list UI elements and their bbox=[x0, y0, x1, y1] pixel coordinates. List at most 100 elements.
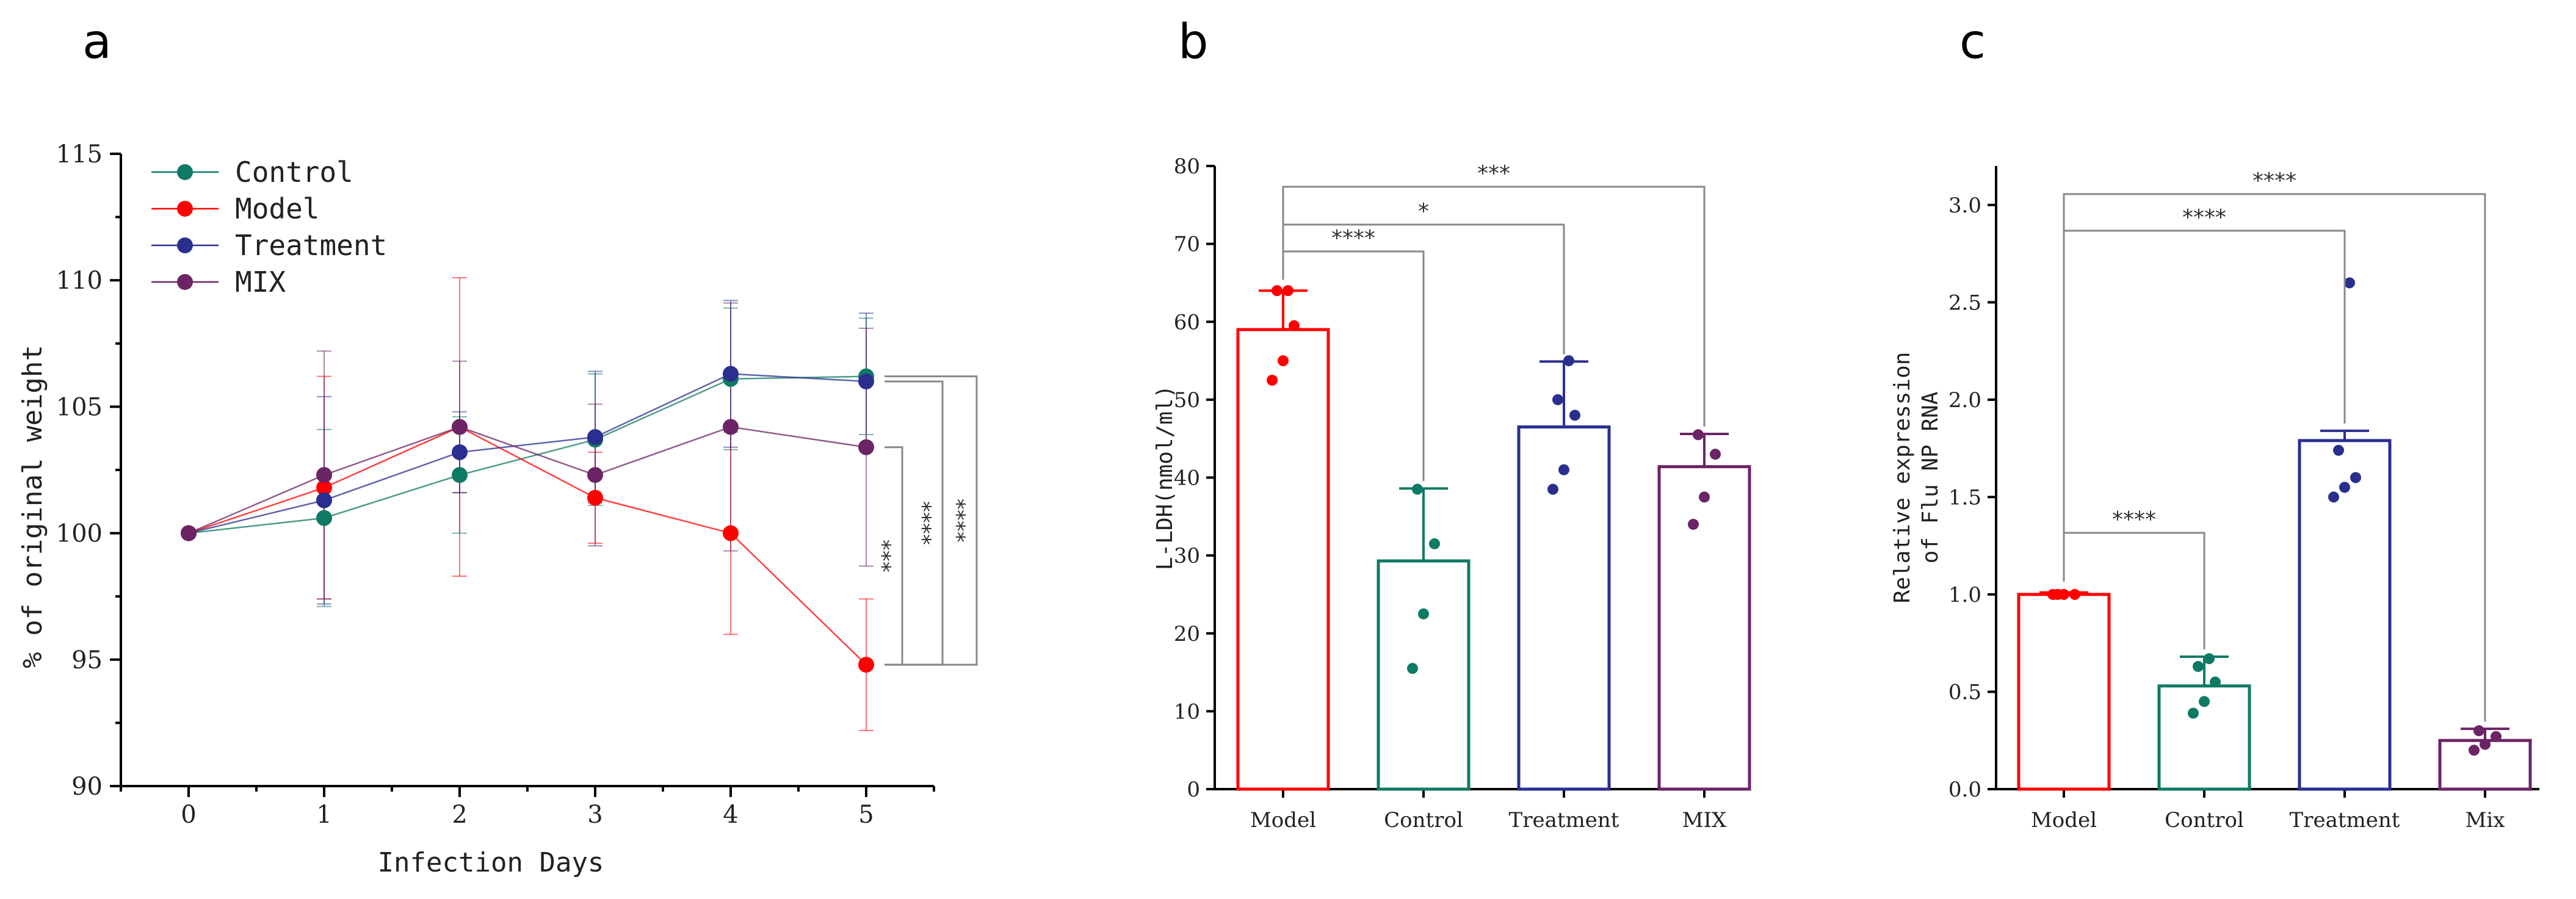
y-tick-label: 2.5 bbox=[1948, 291, 1981, 315]
y-tick-label: 40 bbox=[1174, 466, 1200, 491]
x-tick-label: 0 bbox=[181, 801, 196, 829]
data-point-model bbox=[1289, 320, 1300, 331]
x-tick-label: 4 bbox=[723, 801, 738, 829]
series-line bbox=[188, 426, 867, 534]
y-axis-title-line: Relative expression bbox=[1890, 352, 1915, 604]
significance-bracket bbox=[885, 375, 978, 666]
data-point-control bbox=[2210, 676, 2221, 688]
data-point-treatment bbox=[316, 492, 332, 508]
data-point-treatment bbox=[723, 366, 739, 382]
y-tick-label: 100 bbox=[56, 520, 103, 548]
y-tick-label: 10 bbox=[1174, 699, 1200, 724]
y-tick-label: 95 bbox=[71, 646, 103, 674]
data-point-model bbox=[1278, 355, 1289, 367]
data-point-treatment bbox=[1552, 394, 1563, 405]
data-point-mix bbox=[1710, 449, 1721, 460]
data-point-model bbox=[858, 657, 874, 673]
data-point-control bbox=[2193, 660, 2204, 672]
data-point-mix bbox=[2473, 725, 2484, 737]
y-tick-label: 2.0 bbox=[1948, 388, 1981, 413]
bar-mix bbox=[1657, 465, 1751, 791]
significance-label: * bbox=[1418, 199, 1429, 224]
y-axis-title: L-LDH(nmol/ml) bbox=[1152, 385, 1178, 570]
significance-label: **** bbox=[2182, 205, 2226, 230]
y-tick-label: 20 bbox=[1174, 622, 1200, 646]
legend-label-model: Model bbox=[235, 192, 319, 225]
data-point-mix bbox=[2480, 738, 2491, 750]
data-point-mix bbox=[2491, 731, 2502, 742]
y-tick-label: 1.0 bbox=[1948, 583, 1981, 607]
legend-marker-control bbox=[177, 164, 193, 180]
significance-bracket bbox=[1282, 186, 1706, 427]
y-axis-title-line: of Flu NP RNA bbox=[1918, 391, 1943, 563]
x-axis-title: Infection Days bbox=[378, 847, 604, 878]
data-point-model bbox=[1283, 285, 1293, 297]
data-point-mix bbox=[723, 419, 739, 435]
data-point-model bbox=[1267, 374, 1278, 386]
significance-bracket bbox=[2063, 229, 2346, 582]
data-point-mix bbox=[316, 467, 332, 483]
data-point-mix bbox=[181, 525, 197, 541]
series-control bbox=[188, 307, 874, 607]
panel-c-bar-chart: 0.0 0.5 1.0 1.5 2.0 2.5 3.0 Model Control Treatme… bbox=[1890, 166, 2539, 832]
legend-label-treatment: Treatment bbox=[235, 229, 387, 262]
data-point-mix bbox=[452, 419, 468, 435]
y-tick-label: 0 bbox=[1187, 778, 1200, 802]
data-point-treatment bbox=[2328, 491, 2339, 503]
y-tick-label: 30 bbox=[1174, 544, 1200, 568]
series-line bbox=[188, 426, 867, 665]
data-point-control bbox=[1412, 483, 1423, 495]
y-tick-label: 105 bbox=[56, 393, 103, 421]
y-tick-label: 0.0 bbox=[1948, 778, 1981, 802]
legend-label-mix: MIX bbox=[235, 265, 286, 298]
data-point-mix bbox=[858, 439, 874, 455]
y-tick-label: 60 bbox=[1174, 310, 1200, 334]
x-tick-label-mix: MIX bbox=[1682, 808, 1727, 832]
significance-label: *** bbox=[878, 540, 903, 572]
data-point-control bbox=[2204, 653, 2215, 665]
y-tick-label: 80 bbox=[1174, 154, 1200, 179]
data-point-treatment bbox=[2339, 482, 2350, 493]
bar-treatment bbox=[1517, 425, 1611, 791]
significance-label: **** bbox=[1331, 226, 1375, 251]
x-tick-label-model: Model bbox=[1250, 808, 1316, 832]
significance-bracket bbox=[2063, 193, 2486, 722]
y-tick-label: 1.5 bbox=[1948, 485, 1981, 510]
legend-label-control: Control bbox=[235, 156, 353, 189]
data-point-mix bbox=[1699, 491, 1710, 503]
x-tick-label: 2 bbox=[452, 801, 467, 829]
data-point-treatment bbox=[452, 444, 468, 460]
legend-marker-model bbox=[177, 201, 193, 217]
bar-model bbox=[1236, 328, 1330, 791]
data-point-model bbox=[587, 489, 603, 506]
significance-label: **** bbox=[918, 501, 943, 545]
significance-bracket bbox=[1282, 250, 1425, 482]
data-point-control bbox=[1418, 608, 1429, 619]
bar-model bbox=[2017, 593, 2111, 791]
significance-bracket bbox=[2063, 532, 2205, 650]
panel-b-letter: b bbox=[1178, 15, 1209, 70]
y-tick-label: 110 bbox=[56, 267, 103, 295]
x-tick-label-treatment: Treatment bbox=[1509, 808, 1619, 832]
data-point-mix bbox=[1693, 429, 1704, 441]
data-point-mix bbox=[1688, 519, 1699, 530]
data-point-control bbox=[316, 510, 332, 526]
data-point-treatment bbox=[1569, 410, 1580, 421]
data-point-model bbox=[2052, 588, 2063, 600]
legend-marker-treatment bbox=[177, 237, 193, 253]
significance-label: *** bbox=[1477, 161, 1510, 186]
data-point-mix bbox=[2469, 745, 2480, 756]
significance-label: **** bbox=[952, 499, 977, 543]
data-point-control bbox=[1429, 538, 1440, 549]
y-tick-label: 50 bbox=[1174, 388, 1200, 413]
series-line bbox=[188, 373, 867, 534]
y-tick-label: 0.5 bbox=[1948, 680, 1981, 704]
data-point-treatment bbox=[1563, 355, 1574, 367]
panel-b-bar-chart: 0 10 20 30 40 50 60 70 80 Model Control Treatment MI… bbox=[1152, 154, 1751, 832]
x-tick-label-control: Control bbox=[2165, 808, 2244, 832]
bar-treatment bbox=[2298, 439, 2392, 791]
panel-c-letter: c bbox=[1959, 15, 1986, 70]
x-tick-label: 5 bbox=[858, 801, 874, 829]
x-tick-label-model: Model bbox=[2031, 808, 2097, 832]
